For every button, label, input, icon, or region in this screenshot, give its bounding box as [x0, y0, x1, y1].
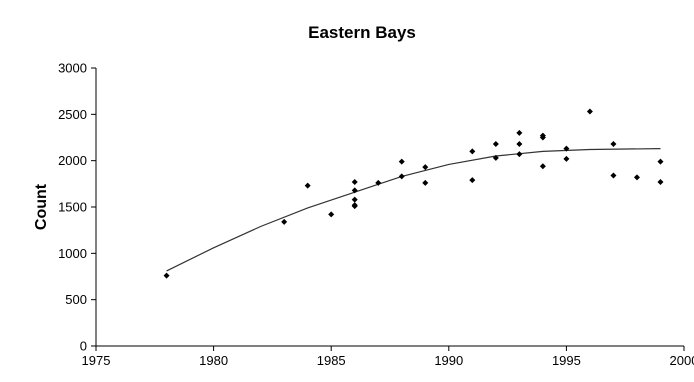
- data-point: [351, 178, 358, 185]
- data-point: [469, 148, 476, 155]
- data-point: [163, 272, 170, 279]
- y-tick-label: 1000: [58, 246, 87, 261]
- x-tick-label: 1985: [317, 353, 346, 368]
- trend-line-layer: [166, 148, 661, 272]
- data-point: [375, 179, 382, 186]
- x-tick-label: 1980: [199, 353, 228, 368]
- data-point: [351, 203, 358, 210]
- axes: [91, 67, 685, 351]
- data-point: [586, 108, 593, 115]
- data-point: [281, 218, 288, 225]
- data-point: [492, 154, 499, 161]
- data-point: [657, 178, 664, 185]
- data-point: [304, 182, 311, 189]
- y-tick-label: 2000: [58, 153, 87, 168]
- data-point: [516, 129, 523, 136]
- data-point: [563, 145, 570, 152]
- data-point: [539, 134, 546, 141]
- data-point: [633, 174, 640, 181]
- data-point: [539, 163, 546, 170]
- tick-labels: 0 500 1000 1500 2000 2500 3000 1975 1980 1985 1990…: [58, 61, 694, 369]
- data-point: [422, 164, 429, 171]
- y-tick-label: 0: [80, 339, 87, 354]
- x-tick-label: 1995: [552, 353, 581, 368]
- data-point: [469, 177, 476, 184]
- data-point: [563, 155, 570, 162]
- x-tick-label: 1975: [82, 353, 111, 368]
- data-point: [398, 173, 405, 180]
- y-tick-label: 3000: [58, 61, 87, 76]
- data-point: [398, 158, 405, 165]
- chart-title: Eastern Bays: [308, 23, 416, 42]
- y-tick-label: 2500: [58, 107, 87, 122]
- y-tick-label: 1500: [58, 200, 87, 215]
- x-tick-label: 2000: [670, 353, 694, 368]
- x-tick-label: 1990: [434, 353, 463, 368]
- trend-line: [166, 148, 661, 272]
- data-points-layer: [163, 108, 664, 279]
- data-point: [351, 187, 358, 194]
- data-point: [492, 140, 499, 147]
- data-point: [351, 196, 358, 203]
- y-tick-label: 500: [65, 292, 87, 307]
- data-point: [610, 172, 617, 179]
- data-point: [516, 151, 523, 158]
- data-point: [657, 158, 664, 165]
- y-axis-label: Count: [33, 183, 50, 230]
- data-point: [516, 140, 523, 147]
- data-point: [610, 140, 617, 147]
- data-point: [422, 179, 429, 186]
- data-point: [328, 211, 335, 218]
